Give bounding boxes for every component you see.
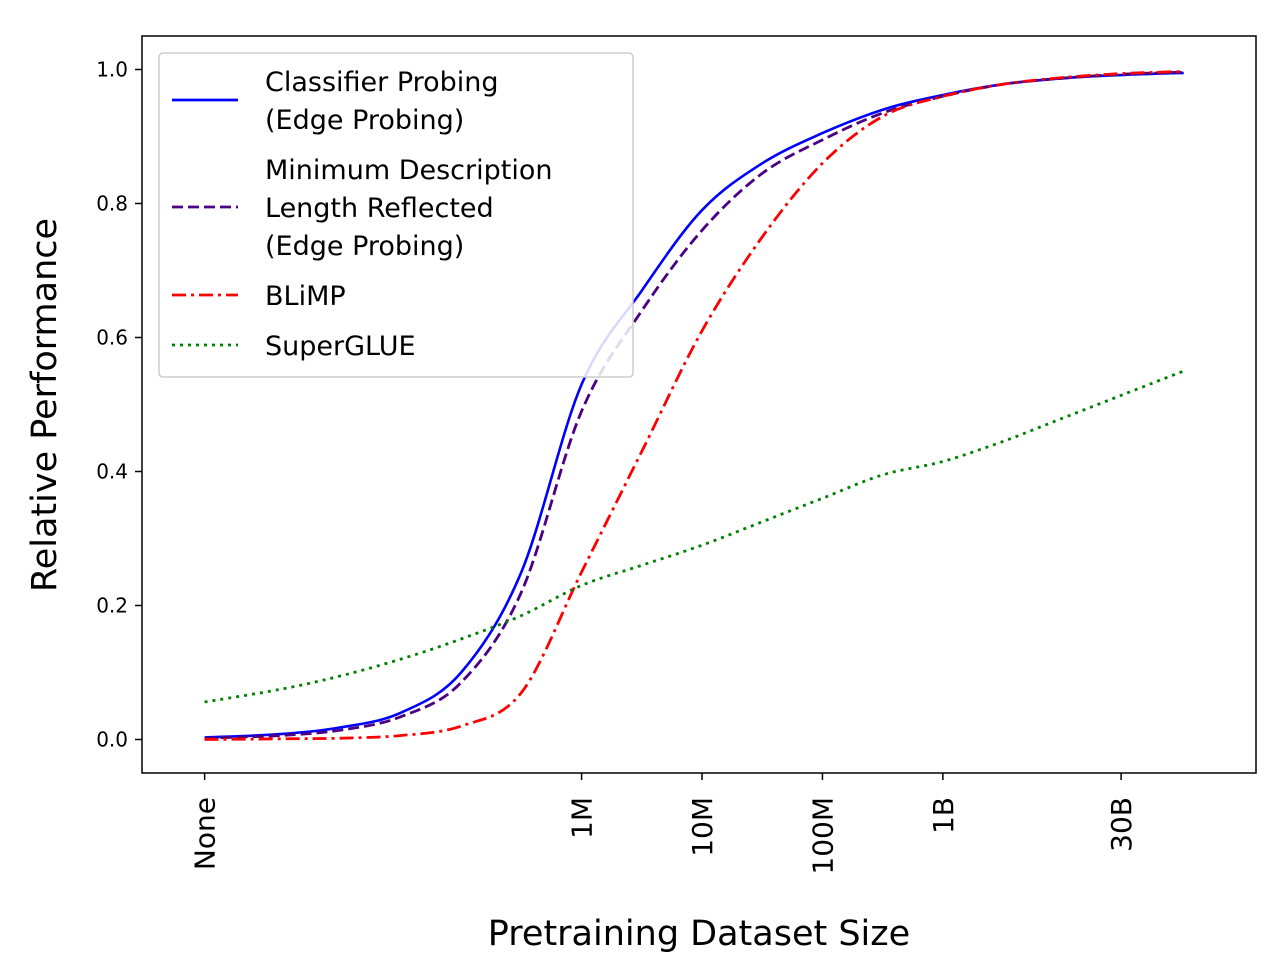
x-axis-ticks: None 1M 10M 100M 1B 30B xyxy=(189,773,1138,875)
series-layer xyxy=(204,70,1185,741)
legend-box xyxy=(158,52,634,378)
y-tick-label: 0.4 xyxy=(96,460,128,484)
x-tick-label: 10M xyxy=(686,797,719,857)
x-tick-label: 100M xyxy=(806,797,839,875)
y-tick-label: 0.6 xyxy=(96,326,128,350)
y-axis-ticks: 0.0 0.2 0.4 0.6 0.8 1.0 xyxy=(96,58,142,752)
legend-label: Minimum Description xyxy=(265,155,552,186)
series-line-3 xyxy=(204,369,1185,704)
y-tick-label: 0.2 xyxy=(96,594,128,618)
legend-label: (Edge Probing) xyxy=(265,105,464,136)
y-tick-label: 1.0 xyxy=(96,58,128,82)
x-tick-label: 1B xyxy=(927,797,960,834)
y-axis-title: Relative Performance xyxy=(25,218,65,592)
x-axis-title: Pretraining Dataset Size xyxy=(488,914,910,954)
legend: Classifier Probing (Edge Probing) Minimum … xyxy=(158,52,634,378)
series-line-2 xyxy=(204,70,1184,741)
legend-label: SuperGLUE xyxy=(265,331,416,362)
legend-label: Classifier Probing xyxy=(265,67,499,98)
legend-label: Length Reflected xyxy=(265,193,494,224)
plot-frame xyxy=(141,35,1257,774)
x-tick-label: None xyxy=(189,797,222,870)
legend-label: (Edge Probing) xyxy=(265,231,464,262)
y-tick-label: 0.0 xyxy=(96,728,128,752)
x-tick-label: 1M xyxy=(566,797,599,839)
y-tick-label: 0.8 xyxy=(96,192,128,216)
x-tick-label: 30B xyxy=(1105,797,1138,852)
legend-label: BLiMP xyxy=(265,281,346,312)
